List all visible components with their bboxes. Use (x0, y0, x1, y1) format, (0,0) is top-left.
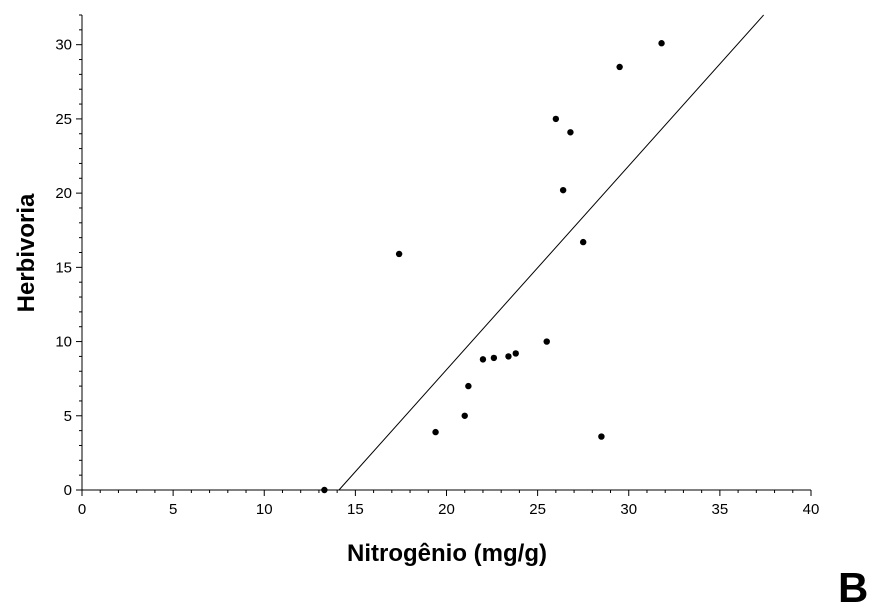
x-tick-label: 10 (256, 501, 273, 518)
data-point (512, 350, 519, 357)
x-axis-ticks: 0 5 10 15 20 25 30 35 40 (78, 490, 820, 518)
x-axis-title: Nitrogênio (mg/g) (347, 540, 547, 567)
data-point (479, 356, 487, 363)
data-point (490, 354, 498, 362)
x-tick-label: 15 (347, 501, 364, 518)
y-tick-label: 20 (55, 185, 72, 202)
data-point (395, 250, 403, 258)
y-axis-ticks: 0 5 10 15 20 25 30 (55, 14, 82, 499)
data-point (543, 338, 550, 345)
panel-label: B (838, 564, 868, 610)
data-point (432, 428, 439, 436)
data-point (579, 238, 587, 246)
data-point (658, 40, 665, 47)
data-point (461, 412, 468, 419)
y-tick-label: 10 (55, 334, 72, 351)
data-point (321, 486, 328, 494)
data-point (559, 186, 567, 194)
x-tick-label: 30 (620, 501, 637, 518)
regression-line-group (338, 14, 764, 491)
y-tick-label: 25 (55, 111, 72, 128)
data-point (552, 115, 560, 123)
x-tick-label: 25 (529, 501, 546, 518)
y-axis-title: Herbivoria (13, 193, 40, 312)
data-point (505, 353, 512, 360)
data-point (616, 63, 623, 71)
data-point (567, 129, 574, 136)
y-tick-label: 5 (64, 408, 72, 425)
y-tick-label: 30 (55, 37, 72, 54)
x-tick-label: 35 (712, 501, 729, 518)
x-tick-label: 0 (78, 501, 86, 518)
regression-line (338, 14, 764, 491)
x-tick-label: 40 (803, 501, 820, 518)
x-tick-label: 20 (438, 501, 455, 518)
data-point (598, 433, 605, 440)
x-tick-label: 5 (169, 501, 177, 518)
y-tick-label: 0 (64, 482, 72, 499)
axes (81, 15, 811, 491)
data-point (465, 382, 472, 390)
data-points (321, 40, 665, 494)
y-tick-label: 15 (55, 259, 72, 276)
